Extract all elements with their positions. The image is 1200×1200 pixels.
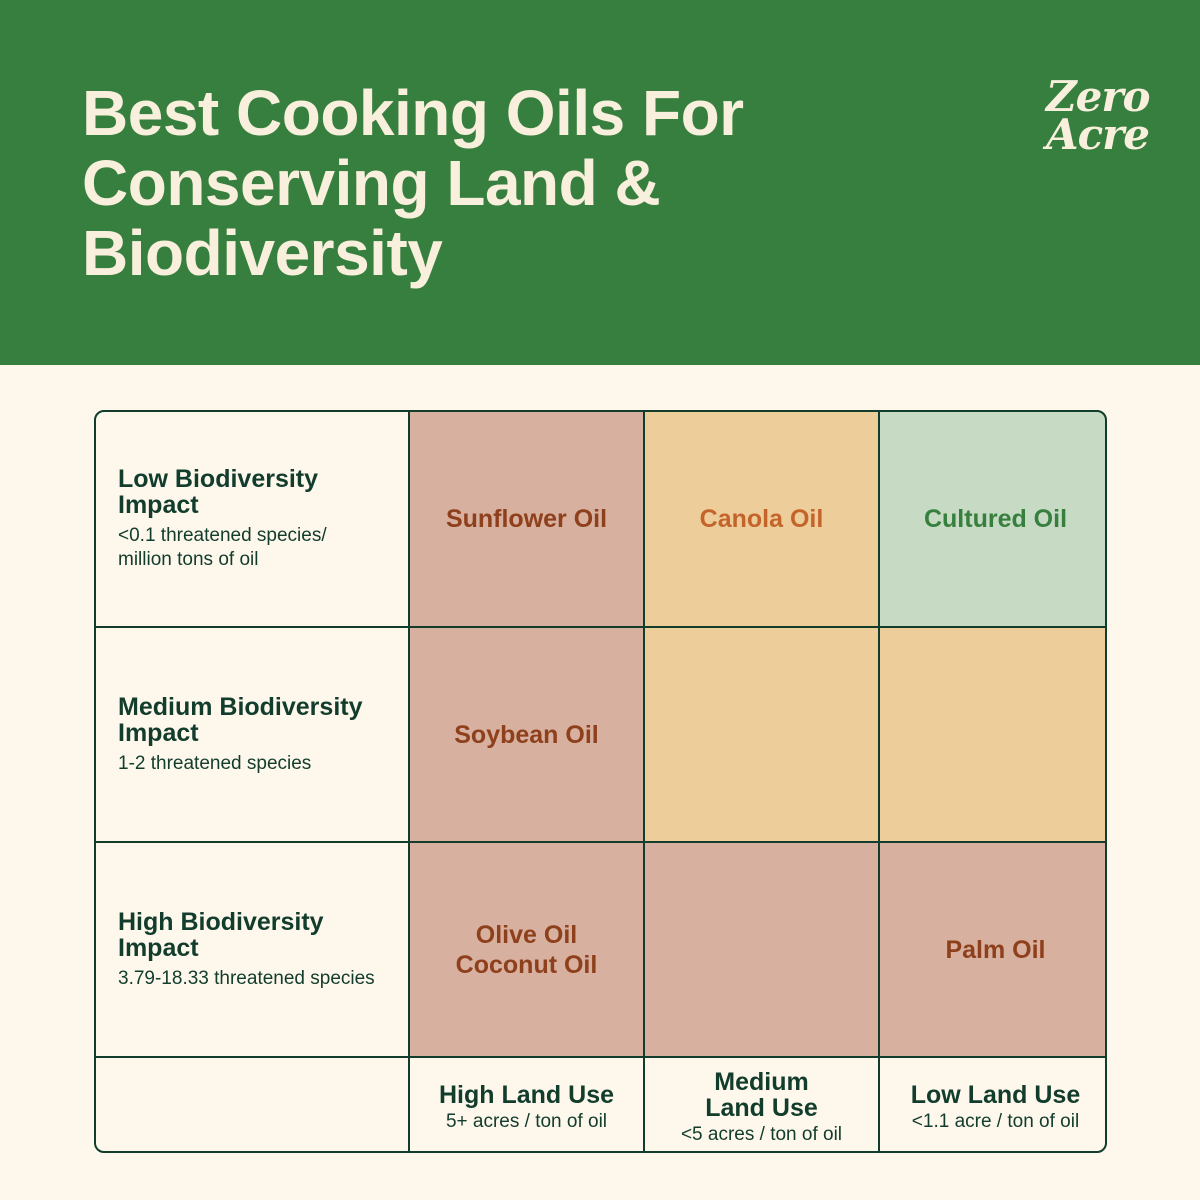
- oil-label-palm: Palm Oil: [945, 935, 1046, 964]
- cell-high-bio-low-land: Palm Oil: [880, 843, 1105, 1056]
- oil-label-cultured: Cultured Oil: [923, 505, 1068, 533]
- column-subtitle: 5+ acres / ton of oil: [445, 1110, 608, 1132]
- oil-label-coconut: Coconut Oil: [455, 950, 598, 979]
- column-title: Medium Land Use: [705, 1067, 818, 1122]
- title-line: Biodiversity: [82, 217, 443, 289]
- cell-low-bio-medium-land: Canola Oil: [645, 412, 878, 626]
- oil-matrix: Low Biodiversity Impact <0.1 threatened …: [94, 410, 1107, 1153]
- cell-low-bio-high-land: Sunflower Oil: [410, 412, 643, 626]
- row-subtitle: <0.1 threatened species/ million tons of…: [118, 525, 327, 570]
- oil-label-sunflower: Sunflower Oil: [445, 505, 608, 533]
- title-line: Conserving Land &: [82, 147, 661, 219]
- corner-cell: [96, 1058, 408, 1151]
- row-subtitle: 3.79-18.33 threatened species: [118, 967, 375, 989]
- cell-high-bio-medium-land: [645, 843, 878, 1056]
- column-label-low-land-use: Low Land Use <1.1 acre / ton of oil: [880, 1058, 1105, 1151]
- row-label-low-biodiversity: Low Biodiversity Impact <0.1 threatened …: [96, 412, 408, 626]
- column-subtitle: <5 acres / ton of oil: [680, 1123, 843, 1145]
- oil-label-canola: Canola Oil: [699, 505, 824, 533]
- row-title: Low Biodiversity Impact: [118, 465, 319, 519]
- header-banner: Best Cooking Oils For Conserving Land & …: [0, 0, 1200, 365]
- row-subtitle: 1-2 threatened species: [118, 752, 312, 774]
- column-label-high-land-use: High Land Use 5+ acres / ton of oil: [410, 1058, 643, 1151]
- cell-high-bio-high-land: Olive Oil Coconut Oil: [410, 843, 643, 1056]
- logo-line: Acre: [1046, 110, 1150, 159]
- row-title: Medium Biodiversity Impact: [118, 692, 363, 747]
- logo-line: Zero: [1046, 72, 1151, 121]
- title-line: Best Cooking Oils For: [82, 77, 744, 149]
- page-title: Best Cooking Oils For Conserving Land & …: [82, 78, 882, 288]
- zero-acre-logo: Zero Acre: [1046, 72, 1166, 168]
- oil-label-soybean: Soybean Oil: [454, 720, 599, 749]
- oil-label-olive: Olive Oil: [475, 920, 578, 949]
- cell-medium-bio-high-land: Soybean Oil: [410, 628, 643, 841]
- row-label-medium-biodiversity: Medium Biodiversity Impact 1-2 threatene…: [96, 628, 408, 841]
- column-title: Low Land Use: [910, 1080, 1081, 1109]
- column-label-medium-land-use: Medium Land Use <5 acres / ton of oil: [645, 1058, 878, 1151]
- column-subtitle: <1.1 acre / ton of oil: [911, 1110, 1080, 1132]
- row-label-high-biodiversity: High Biodiversity Impact 3.79-18.33 thre…: [96, 843, 408, 1056]
- column-title: High Land Use: [438, 1080, 614, 1109]
- cell-low-bio-low-land: Cultured Oil: [880, 412, 1105, 626]
- row-title: High Biodiversity Impact: [118, 907, 324, 962]
- cell-medium-bio-medium-land: [645, 628, 878, 841]
- cell-medium-bio-low-land: [880, 628, 1105, 841]
